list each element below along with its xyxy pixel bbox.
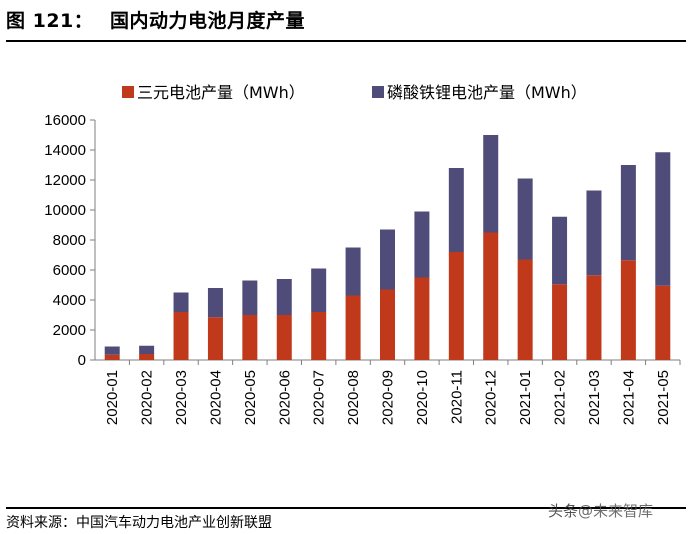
x-tick-label: 2020-01 — [104, 370, 121, 425]
bar-ternary — [483, 232, 499, 360]
y-tick-label: 16000 — [44, 112, 86, 129]
x-tick-label: 2020-05 — [242, 370, 259, 425]
bar-ternary — [104, 354, 120, 360]
bar-lfp — [414, 211, 430, 278]
y-tick-label: 10000 — [44, 202, 86, 219]
bar-lfp — [380, 229, 395, 290]
bar-ternary — [380, 289, 395, 360]
source-note: 资料来源：中国汽车动力电池产业创新联盟 — [6, 515, 272, 531]
bar-lfp — [207, 288, 223, 318]
y-tick-label: 2000 — [53, 322, 86, 339]
bar-ternary — [173, 312, 189, 360]
bar-lfp — [242, 280, 258, 315]
bar-ternary — [620, 260, 636, 360]
y-tick-label: 12000 — [44, 172, 86, 189]
bar-lfp — [586, 190, 602, 276]
x-tick-label: 2020-10 — [414, 370, 431, 425]
x-tick-label: 2020-07 — [311, 370, 328, 425]
bar-ternary — [311, 312, 327, 360]
bars — [104, 135, 671, 360]
x-axis: 2020-01 2020-02 2020-03 2020-04 2020-05 2020-… — [95, 359, 681, 425]
bar-ternary — [276, 315, 292, 360]
bar-ternary — [552, 284, 568, 360]
x-tick-label: 2020-06 — [276, 370, 293, 425]
stacked-bar-chart: 三元电池产量（MWh） 磷酸铁锂电池产量（MWh） 0 2000 4000 6000 8… — [44, 83, 681, 425]
title-rule — [6, 40, 686, 42]
y-tick-label: 14000 — [44, 142, 86, 159]
bar-ternary — [139, 354, 155, 360]
source-rule — [6, 507, 686, 509]
bar-ternary — [207, 317, 223, 360]
x-tick-label: 2020-12 — [483, 370, 500, 425]
watermark: 头条@未来智库 — [548, 500, 653, 521]
bar-lfp — [655, 152, 671, 286]
x-tick-label: 2021-02 — [552, 370, 569, 425]
bar-lfp — [620, 165, 636, 261]
x-tick-label: 2020-11 — [448, 370, 465, 424]
x-tick-label: 2020-03 — [173, 370, 190, 425]
bar-ternary — [448, 252, 464, 360]
bar-lfp — [552, 216, 568, 285]
y-tick-label: 8000 — [53, 232, 86, 249]
bar-ternary — [586, 275, 602, 360]
x-tick-label: 2021-04 — [620, 370, 637, 425]
bar-lfp — [276, 279, 292, 315]
legend-swatch-ternary — [122, 86, 134, 98]
bar-lfp — [139, 345, 155, 354]
legend-label-ternary: 三元电池产量（MWh） — [137, 83, 305, 102]
bar-ternary — [655, 285, 671, 360]
bar-lfp — [448, 168, 464, 252]
watermark-head: 头条 — [548, 502, 579, 520]
x-tick-label: 2021-05 — [655, 370, 672, 425]
figure-label: 图 121： — [6, 10, 94, 32]
bar-lfp — [311, 268, 327, 312]
x-tick-label: 2021-03 — [586, 370, 603, 425]
bar-lfp — [104, 346, 120, 355]
bar-ternary — [345, 295, 361, 360]
y-tick-label: 6000 — [53, 262, 86, 279]
y-tick-label: 4000 — [53, 292, 86, 309]
x-tick-label: 2021-01 — [517, 370, 534, 425]
x-tick-label: 2020-02 — [139, 370, 156, 425]
watermark-account: @未来智库 — [578, 502, 654, 520]
bar-lfp — [173, 292, 189, 312]
x-tick-label: 2020-08 — [345, 370, 362, 425]
bar-lfp — [483, 135, 499, 233]
figure-title-text: 国内动力电池月度产量 — [110, 10, 306, 32]
bar-ternary — [517, 259, 533, 360]
bar-ternary — [242, 315, 258, 360]
x-tick-label: 2020-09 — [380, 370, 397, 425]
legend: 三元电池产量（MWh） 磷酸铁锂电池产量（MWh） — [122, 83, 587, 102]
figure-title: 图 121： 国内动力电池月度产量 — [6, 6, 305, 33]
y-tick-label: 0 — [78, 352, 86, 369]
x-tick-label: 2020-04 — [207, 370, 224, 425]
y-axis: 0 2000 4000 6000 8000 10000 12000 14000 16000 — [44, 112, 96, 369]
bar-lfp — [345, 247, 361, 296]
legend-swatch-lfp — [372, 86, 384, 98]
legend-label-lfp: 磷酸铁锂电池产量（MWh） — [387, 83, 587, 102]
bar-ternary — [414, 277, 430, 360]
bar-lfp — [517, 178, 533, 260]
